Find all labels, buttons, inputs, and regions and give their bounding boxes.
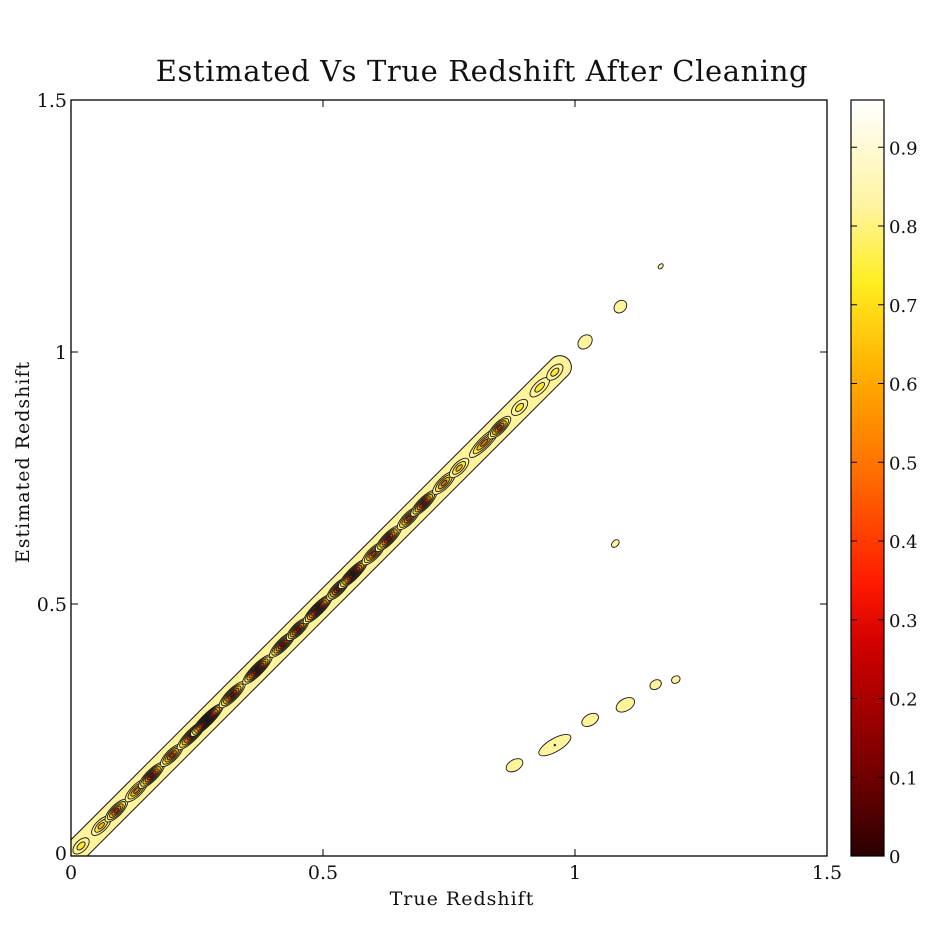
contour-level [649, 679, 662, 691]
contour-level [440, 479, 448, 487]
contour-level [229, 692, 235, 698]
y-tick-label: 1.5 [37, 90, 67, 112]
contour-level [550, 367, 560, 377]
contour-level [350, 571, 356, 577]
contour-level [505, 758, 524, 773]
contour-level [577, 334, 593, 350]
colorbar-tick-label: 0.2 [889, 690, 918, 711]
contour-level [515, 402, 525, 412]
contour-level [455, 464, 463, 472]
plot-frame [70, 99, 828, 857]
contour-level [534, 381, 546, 393]
contour-level [370, 550, 377, 557]
contour-level [405, 515, 412, 522]
y-tick-label: 0.5 [37, 594, 67, 616]
chart-title: Estimated Vs True Redshift After Cleanin… [156, 54, 808, 88]
contour-layer [71, 263, 681, 856]
contour-level [581, 712, 599, 727]
colorbar [850, 99, 885, 857]
y-tick-label: 1 [55, 342, 67, 364]
contour-level [280, 641, 286, 647]
colorbar-tick-label: 0.6 [889, 375, 918, 396]
x-tick-label: 1.5 [812, 862, 842, 884]
x-tick-label: 0.5 [308, 862, 338, 884]
contour-level [76, 841, 86, 851]
colorbar-tick-label: 0.7 [889, 296, 918, 317]
contour-level [553, 743, 557, 747]
contour-level [671, 675, 681, 684]
colorbar-tick-label: 0 [889, 847, 900, 868]
contour-level [295, 626, 301, 632]
axis-ticks: 0 0.5 1 1.5 0 0.5 1 1.5 [37, 90, 842, 884]
colorbar-tick-label: 0.3 [889, 611, 918, 632]
contour-level [97, 822, 105, 830]
contour-level [149, 772, 155, 778]
y-tick-label: 0 [55, 843, 67, 865]
colorbar-tick-label: 0.5 [889, 453, 918, 474]
colorbar-tick-label: 0.4 [889, 532, 918, 553]
y-axis-label: Estimated Redshift [12, 361, 34, 563]
contour-level [385, 535, 392, 542]
contour-level [254, 666, 261, 673]
contour-level [169, 752, 175, 758]
contour-level [204, 717, 210, 723]
colorbar-tick-label: 0.9 [889, 138, 918, 159]
x-tick-label: 0 [65, 862, 77, 884]
contour-level [480, 438, 489, 447]
contour-level [496, 424, 503, 431]
colorbar-ticks: 0 0.1 0.2 0.3 0.4 0.5 0.6 0.7 0.8 0.9 [851, 138, 918, 868]
contour-level [113, 807, 120, 814]
contour-level [315, 606, 321, 612]
contour-level [615, 697, 636, 713]
contour-level [613, 299, 628, 314]
x-tick-label: 1 [569, 862, 581, 884]
x-axis-label: True Redshift [390, 888, 535, 910]
contour-level [421, 500, 427, 506]
colorbar-tick-label: 0.8 [889, 217, 918, 238]
contour-level [611, 539, 620, 548]
colorbar-tick-label: 0.1 [889, 768, 918, 789]
contour-level [657, 263, 664, 270]
